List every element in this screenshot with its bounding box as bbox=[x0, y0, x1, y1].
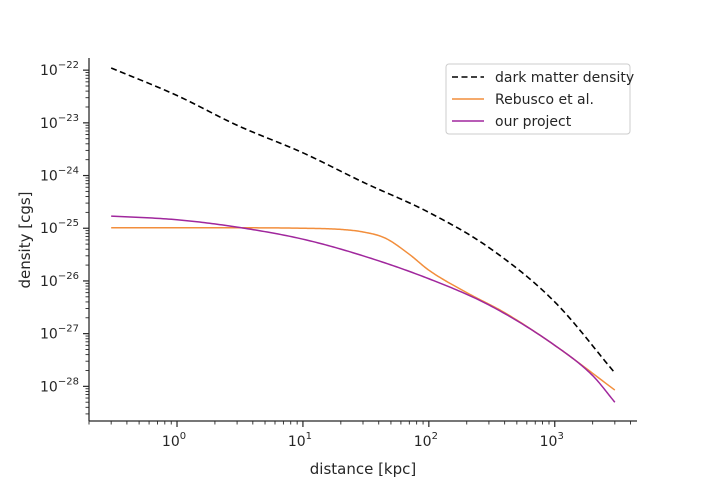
x-ticks: 100 101 102 103 bbox=[88, 421, 632, 450]
legend: dark matter density Rebusco et al. our pro… bbox=[445, 63, 634, 135]
x-tick-label: 103 bbox=[540, 431, 564, 450]
y-tick-label: 10−24 bbox=[40, 166, 79, 185]
y-tick-label: 10−22 bbox=[40, 60, 79, 79]
y-tick-label: 10−27 bbox=[40, 324, 79, 343]
y-ticks: 10−22 10−23 10−24 10−25 10−26 10−27 10−28 bbox=[40, 60, 89, 415]
x-tick-label: 100 bbox=[162, 431, 186, 450]
legend-label-rebusco-et-al: Rebusco et al. bbox=[495, 92, 594, 108]
x-axis-label: distance [kpc] bbox=[310, 460, 417, 478]
y-tick-label: 10−25 bbox=[40, 218, 79, 237]
y-tick-label: 10−26 bbox=[40, 271, 79, 290]
legend-box bbox=[445, 63, 631, 135]
x-tick-label: 101 bbox=[288, 431, 312, 450]
series-layer bbox=[110, 67, 616, 403]
legend-label-dark-matter-density: dark matter density bbox=[495, 70, 634, 86]
legend-label-our-project: our project bbox=[495, 114, 572, 130]
y-tick-label: 10−23 bbox=[40, 113, 79, 132]
x-tick-label: 102 bbox=[414, 431, 438, 450]
series-line-our-project bbox=[111, 215, 616, 403]
series-line-dark-matter-density bbox=[110, 67, 616, 374]
series-line-rebusco-et-al bbox=[111, 227, 616, 391]
y-tick-label: 10−28 bbox=[40, 376, 79, 395]
y-axis-label: density [cgs] bbox=[16, 191, 34, 288]
